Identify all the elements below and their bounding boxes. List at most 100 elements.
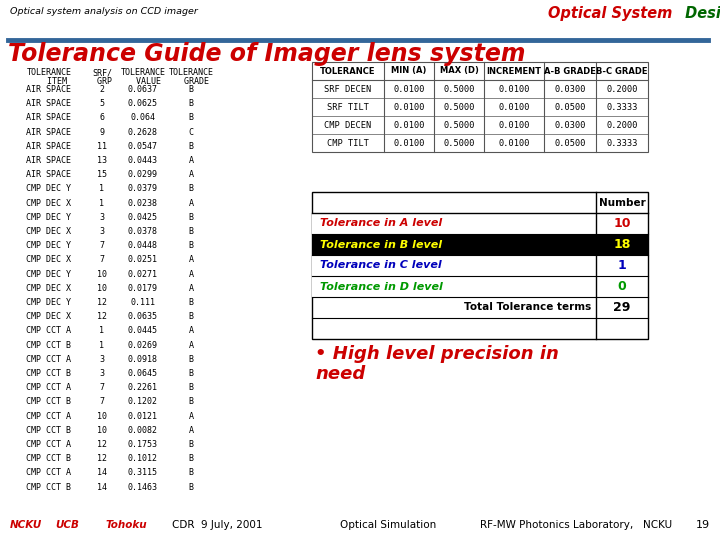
Text: 3: 3 [99, 213, 104, 222]
Text: CMP CCT A: CMP CCT A [27, 355, 71, 364]
Text: AIR SPACE: AIR SPACE [27, 85, 71, 94]
Text: 7: 7 [99, 241, 104, 250]
Text: SRF/: SRF/ [92, 68, 112, 77]
Text: A-B GRADE: A-B GRADE [544, 66, 596, 76]
Text: need: need [315, 365, 365, 383]
Text: 0.0100: 0.0100 [393, 84, 425, 93]
Text: 0.5000: 0.5000 [444, 84, 474, 93]
Text: AIR SPACE: AIR SPACE [27, 170, 71, 179]
Text: CMP DECEN: CMP DECEN [325, 120, 372, 130]
Text: AIR SPACE: AIR SPACE [27, 156, 71, 165]
Text: 0.0443: 0.0443 [128, 156, 158, 165]
Text: 12: 12 [97, 454, 107, 463]
Text: 1: 1 [618, 259, 626, 272]
Text: Optical system analysis on CCD imager: Optical system analysis on CCD imager [10, 7, 198, 16]
Text: 5: 5 [99, 99, 104, 108]
Bar [312, 276, 596, 297]
Text: Number: Number [598, 198, 645, 207]
Text: 0.3333: 0.3333 [606, 138, 638, 147]
Text: 7: 7 [99, 255, 104, 265]
Text: CMP CCT A: CMP CCT A [27, 411, 71, 421]
Text: 14: 14 [97, 468, 107, 477]
Text: 10: 10 [613, 217, 631, 230]
Text: CMP DEC X: CMP DEC X [27, 255, 71, 265]
Text: B: B [189, 184, 194, 193]
Text: 0.0645: 0.0645 [128, 369, 158, 378]
Text: 6: 6 [99, 113, 104, 123]
Text: VALUE: VALUE [125, 77, 161, 86]
Bar [596, 234, 648, 255]
Text: CMP DEC Y: CMP DEC Y [27, 269, 71, 279]
Text: 12: 12 [97, 440, 107, 449]
Text: CMP CCT A: CMP CCT A [27, 468, 71, 477]
Text: 0.0100: 0.0100 [498, 103, 530, 111]
Text: • High level precision in: • High level precision in [315, 345, 559, 363]
Text: 0.0547: 0.0547 [128, 142, 158, 151]
Text: A: A [189, 156, 194, 165]
Text: 0.0100: 0.0100 [498, 84, 530, 93]
Text: 0.2628: 0.2628 [128, 127, 158, 137]
Text: AIR SPACE: AIR SPACE [27, 127, 71, 137]
Text: CMP DEC Y: CMP DEC Y [27, 213, 71, 222]
Text: INCREMENT: INCREMENT [487, 66, 541, 76]
Text: 0.0918: 0.0918 [128, 355, 158, 364]
Text: 0.0082: 0.0082 [128, 426, 158, 435]
Text: Total Tolerance terms: Total Tolerance terms [464, 302, 591, 313]
Bar [312, 62, 648, 152]
Text: B: B [189, 241, 194, 250]
Text: 2: 2 [99, 85, 104, 94]
Text: SRF DECEN: SRF DECEN [325, 84, 372, 93]
Text: 0.0635: 0.0635 [128, 312, 158, 321]
Text: 0.111: 0.111 [130, 298, 156, 307]
Text: CMP CCT B: CMP CCT B [27, 341, 71, 349]
Text: A: A [189, 199, 194, 207]
Text: B: B [189, 483, 194, 491]
Text: A: A [189, 326, 194, 335]
Text: RF-MW Photonics Laboratory,   NCKU: RF-MW Photonics Laboratory, NCKU [480, 520, 672, 530]
Text: 0.5000: 0.5000 [444, 138, 474, 147]
Text: Tolerance in D level: Tolerance in D level [320, 281, 443, 292]
Text: TOLERANCE: TOLERANCE [168, 68, 214, 77]
Text: B: B [189, 369, 194, 378]
Text: 0.0445: 0.0445 [128, 326, 158, 335]
Text: 13: 13 [97, 156, 107, 165]
Text: B: B [189, 454, 194, 463]
Text: 9: 9 [99, 127, 104, 137]
Text: 19: 19 [696, 520, 710, 530]
Text: 0.3115: 0.3115 [128, 468, 158, 477]
Text: 10: 10 [97, 269, 107, 279]
Text: 0.0179: 0.0179 [128, 284, 158, 293]
Text: 0.1753: 0.1753 [128, 440, 158, 449]
Text: 0.0251: 0.0251 [128, 255, 158, 265]
Text: B: B [189, 85, 194, 94]
Text: Optical System: Optical System [548, 6, 672, 21]
Text: AIR SPACE: AIR SPACE [27, 113, 71, 123]
Text: 0.064: 0.064 [130, 113, 156, 123]
Text: CMP CCT A: CMP CCT A [27, 440, 71, 449]
Text: CMP DEC X: CMP DEC X [27, 312, 71, 321]
Text: 0.0100: 0.0100 [498, 138, 530, 147]
Text: 0.1202: 0.1202 [128, 397, 158, 407]
Text: TOLERANCE: TOLERANCE [27, 68, 71, 77]
Text: CMP CCT B: CMP CCT B [27, 454, 71, 463]
Text: A: A [189, 341, 194, 349]
Text: ITEM: ITEM [32, 77, 66, 86]
Text: SRF TILT: SRF TILT [327, 103, 369, 111]
Text: 0.0637: 0.0637 [128, 85, 158, 94]
Text: A: A [189, 269, 194, 279]
Text: 14: 14 [97, 483, 107, 491]
Text: 0.2000: 0.2000 [606, 84, 638, 93]
Text: 0.0269: 0.0269 [128, 341, 158, 349]
Text: 0.0448: 0.0448 [128, 241, 158, 250]
Text: CMP CCT A: CMP CCT A [27, 383, 71, 392]
Text: GRP: GRP [92, 77, 112, 86]
Text: 0.0100: 0.0100 [393, 120, 425, 130]
Text: CMP CCT B: CMP CCT B [27, 426, 71, 435]
Text: Optical Simulation: Optical Simulation [340, 520, 436, 530]
Text: 0.5000: 0.5000 [444, 120, 474, 130]
Text: GRADE: GRADE [174, 77, 209, 86]
Bar [312, 213, 596, 234]
Text: B: B [189, 99, 194, 108]
Text: 0.0300: 0.0300 [554, 84, 586, 93]
Text: 0.0100: 0.0100 [498, 120, 530, 130]
